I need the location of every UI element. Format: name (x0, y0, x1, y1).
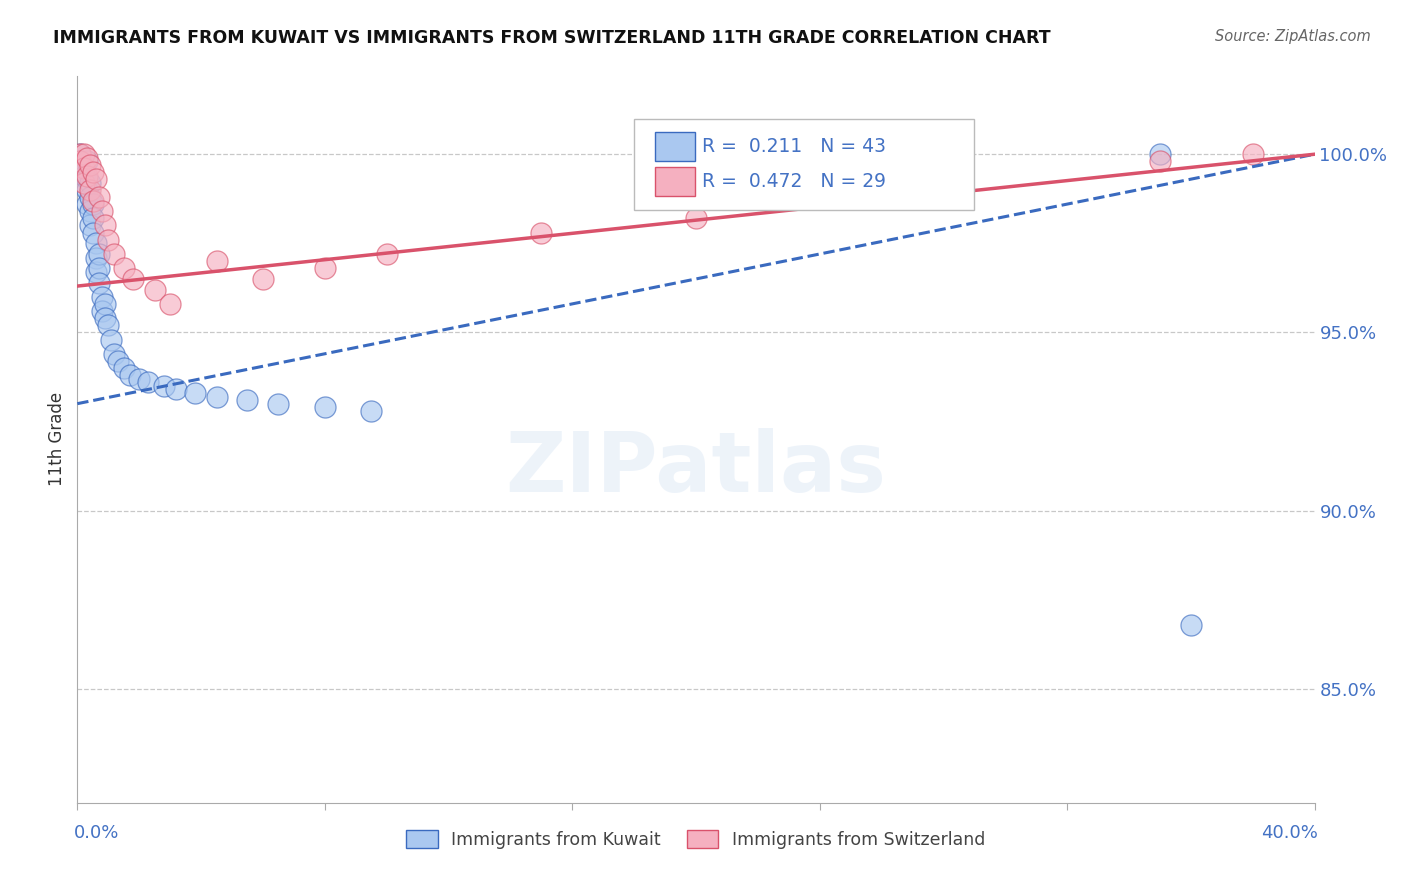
Point (84, 172, 107, 186)
Point (69, 154, 91, 169)
Point (122, 272, 145, 286)
Point (82, 165, 104, 179)
Point (79, 176, 101, 190)
Point (76, 197, 98, 211)
Point (72, 147, 94, 161)
Point (82, 194, 104, 208)
Point (87, 261, 110, 276)
Point (1180, 617, 1202, 632)
Bar (655, 132, 695, 161)
Point (252, 272, 274, 286)
Point (79, 183, 101, 197)
Point (107, 354, 129, 368)
Point (91, 204, 114, 219)
Point (69, 147, 91, 161)
Point (82, 197, 104, 211)
Text: Source: ZipAtlas.com: Source: ZipAtlas.com (1215, 29, 1371, 44)
Point (72, 169, 94, 183)
Point (76, 183, 98, 197)
Point (79, 204, 101, 219)
Point (118, 368, 141, 383)
Text: R =  0.211   N = 43: R = 0.211 N = 43 (702, 136, 886, 156)
Text: 0.0%: 0.0% (75, 824, 120, 842)
Point (91, 304, 114, 318)
Point (76, 172, 98, 186)
Point (94, 311, 117, 326)
FancyBboxPatch shape (634, 120, 974, 211)
Point (314, 261, 336, 276)
Point (375, 247, 398, 261)
Point (79, 219, 101, 233)
Point (91, 290, 114, 304)
Point (72, 161, 94, 176)
Point (87, 190, 110, 204)
Point (76, 151, 98, 165)
Point (138, 376, 160, 390)
Point (79, 190, 101, 204)
Y-axis label: 11th Grade: 11th Grade (48, 392, 66, 486)
Point (103, 347, 125, 361)
Bar (655, 167, 695, 195)
Point (72, 161, 94, 176)
Point (112, 261, 135, 276)
Point (87, 247, 110, 261)
Text: R =  0.472   N = 29: R = 0.472 N = 29 (702, 172, 886, 191)
Point (76, 154, 98, 169)
Point (72, 176, 94, 190)
Point (94, 219, 117, 233)
Point (267, 397, 290, 411)
Point (159, 297, 181, 311)
Point (143, 283, 166, 297)
Point (165, 383, 187, 397)
Point (84, 265, 107, 279)
Text: 40.0%: 40.0% (1261, 824, 1317, 842)
Legend: Immigrants from Kuwait, Immigrants from Switzerland: Immigrants from Kuwait, Immigrants from … (399, 823, 993, 856)
Point (82, 211, 104, 226)
Point (69, 147, 91, 161)
Point (360, 404, 382, 418)
Point (97, 233, 120, 247)
Point (94, 297, 117, 311)
Point (236, 393, 259, 408)
Point (184, 386, 207, 401)
Point (128, 372, 150, 386)
Text: IMMIGRANTS FROM KUWAIT VS IMMIGRANTS FROM SWITZERLAND 11TH GRADE CORRELATION CHA: IMMIGRANTS FROM KUWAIT VS IMMIGRANTS FRO… (53, 29, 1052, 46)
Point (87, 276, 110, 290)
Point (205, 254, 228, 268)
Point (69, 154, 91, 169)
Point (1149, 147, 1171, 161)
Point (103, 247, 125, 261)
Point (82, 226, 104, 240)
Point (79, 158, 101, 172)
Point (97, 318, 120, 333)
Point (84, 251, 107, 265)
Point (1241, 147, 1264, 161)
Text: ZIPatlas: ZIPatlas (506, 428, 886, 509)
Point (153, 379, 176, 393)
Point (685, 211, 707, 226)
Point (314, 401, 336, 415)
Point (205, 390, 228, 404)
Point (112, 361, 135, 376)
Point (100, 333, 122, 347)
Point (76, 169, 98, 183)
Point (530, 226, 553, 240)
Point (84, 236, 107, 251)
Point (1149, 154, 1171, 169)
